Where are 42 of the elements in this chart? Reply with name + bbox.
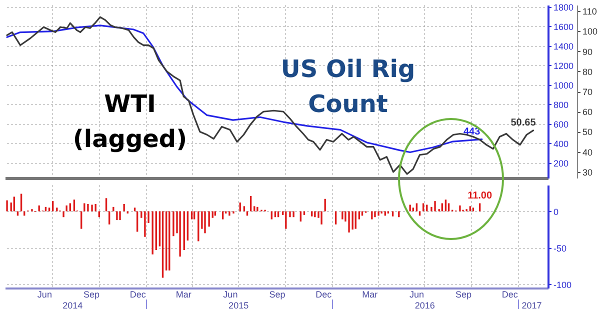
line-series bbox=[6, 16, 534, 175]
x-tick-label: Dec bbox=[316, 290, 332, 300]
x-tick-label: Jun bbox=[37, 290, 52, 300]
y-tick-label: 1200 bbox=[554, 60, 574, 71]
data-label: 11.00 bbox=[468, 190, 492, 202]
series-label: US Oil Rig Count bbox=[280, 55, 416, 118]
x2-tick-label: 2016 bbox=[414, 300, 435, 309]
y-tick-label: 1600 bbox=[554, 22, 574, 32]
y2-tick-label: 40 bbox=[582, 147, 593, 158]
y2-tick-label: 60 bbox=[582, 107, 593, 118]
x-tick-label: Mar bbox=[176, 290, 192, 300]
x-tick-label: Mar bbox=[362, 290, 378, 300]
y-tick-label: 600 bbox=[554, 119, 569, 130]
y2-tick-label: 80 bbox=[582, 66, 593, 77]
x-tick-label: Jun bbox=[223, 290, 238, 300]
x-tick-label: Sep bbox=[83, 290, 100, 300]
y-tick-label: 1400 bbox=[554, 41, 574, 52]
x-tick-label: Dec bbox=[502, 290, 518, 300]
x2-tick-label: 2017 bbox=[522, 300, 542, 309]
y2-tick-label: 50 bbox=[582, 127, 593, 138]
y-tick-label: 1800 bbox=[554, 2, 574, 12]
y-tick-label: 200 bbox=[554, 158, 569, 168]
y-tick-label: -100 bbox=[554, 280, 572, 290]
y-tick-label: -50 bbox=[554, 243, 567, 254]
y-tick-label: 800 bbox=[554, 100, 569, 110]
line-series bbox=[6, 24, 483, 154]
series-label: WTI (lagged) bbox=[72, 90, 188, 153]
y2-tick-label: 100 bbox=[582, 26, 598, 37]
y2-tick-label: 70 bbox=[582, 87, 593, 97]
y2-tick-label: 110 bbox=[582, 6, 597, 17]
y-tick-label: 400 bbox=[554, 138, 569, 149]
x-tick-label: Jun bbox=[409, 290, 424, 300]
x-tick-label: Sep bbox=[269, 290, 286, 300]
y-tick-label: 0 bbox=[554, 206, 559, 217]
x2-tick-label: 2014 bbox=[62, 300, 83, 309]
x2-tick-label: 2015 bbox=[228, 300, 249, 309]
y2-tick-label: 30 bbox=[582, 167, 593, 178]
data-label: 50.65 bbox=[510, 117, 536, 128]
y-tick-label: 1000 bbox=[554, 80, 574, 90]
x-tick-label: Sep bbox=[456, 290, 472, 300]
y2-tick-label: 90 bbox=[582, 46, 593, 57]
x-tick-label: Dec bbox=[130, 290, 146, 300]
